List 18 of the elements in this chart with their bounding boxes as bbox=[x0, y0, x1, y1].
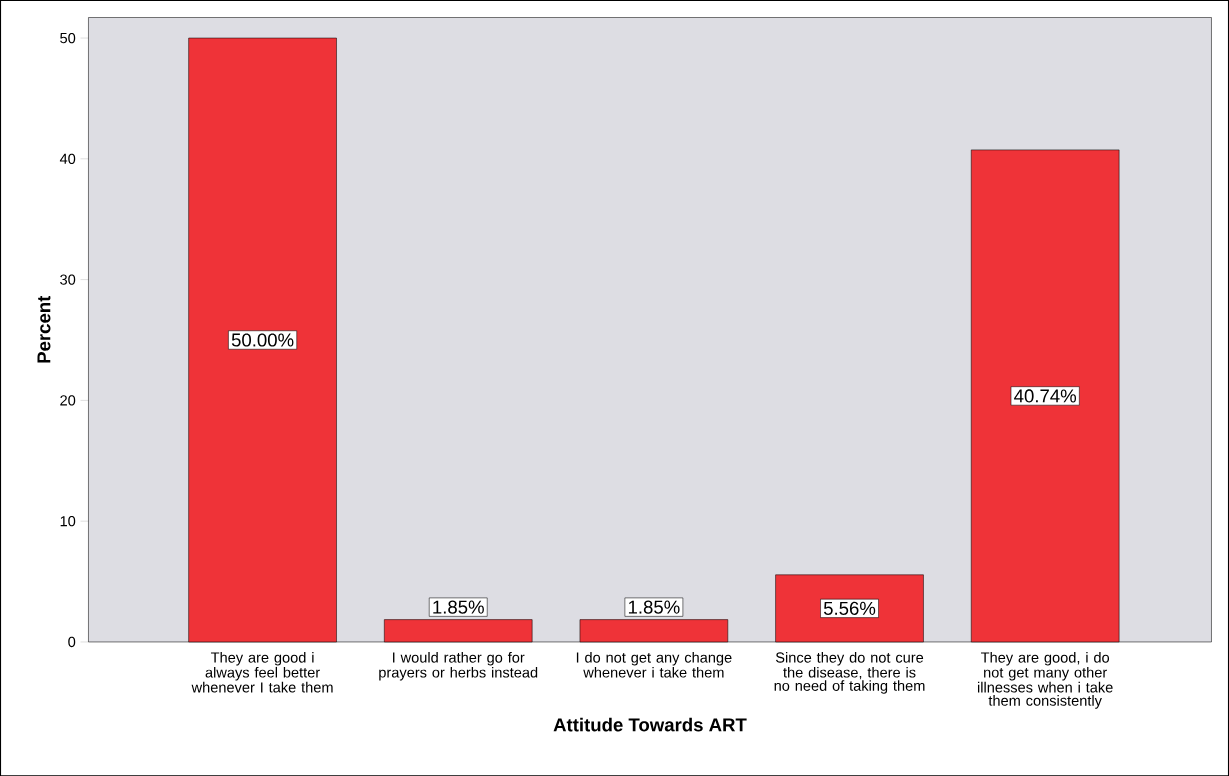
y-tick-label: 20 bbox=[60, 395, 76, 406]
x-tick-label: They are good i always feel better whenever I take them bbox=[191, 651, 333, 693]
y-tick-label: 30 bbox=[60, 274, 76, 285]
y-axis-title: Percent bbox=[37, 295, 51, 363]
x-tick-label: I would rather go for prayers or herbs instead bbox=[379, 651, 538, 681]
data-label: 1.85% bbox=[628, 600, 680, 614]
y-tick-label: 10 bbox=[60, 515, 76, 527]
x-tick-label: I do not get any change whenever i take them bbox=[576, 651, 732, 678]
data-label: 1.85% bbox=[433, 600, 484, 614]
x-tick-label: Since they do not cure the disease, there is no need of taking them bbox=[774, 651, 925, 694]
y-tick-label: 40 bbox=[59, 153, 76, 164]
y-tick-label: 50 bbox=[60, 32, 76, 44]
data-label: 50.00% bbox=[231, 333, 294, 347]
data-label: 40.74% bbox=[1014, 389, 1077, 403]
data-label: 5.56% bbox=[823, 601, 876, 615]
x-axis-title: Attitude Towards ART bbox=[553, 717, 747, 732]
y-tick-label: 0 bbox=[68, 636, 76, 647]
x-tick-label: They are good, i do not get many other illnesses when i take them consistently bbox=[977, 651, 1113, 709]
